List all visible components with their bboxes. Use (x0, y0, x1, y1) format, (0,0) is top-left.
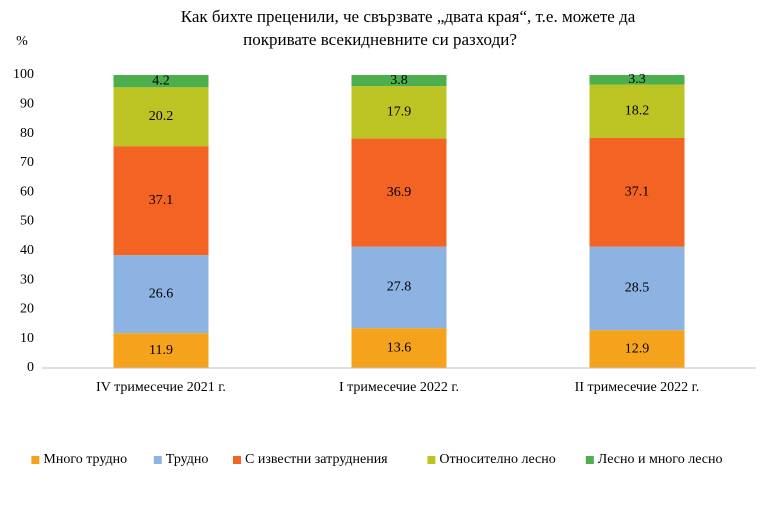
bar-segment (351, 246, 447, 329)
y-tick-label: 90 (20, 97, 34, 112)
x-tick-label: II тримесечие 2022 г. (575, 380, 700, 395)
data-label: 4.2 (152, 73, 170, 88)
y-tick-label: 40 (20, 243, 34, 258)
bar-segment (113, 333, 209, 368)
legend-swatch (31, 456, 40, 464)
data-label: 26.6 (149, 286, 174, 301)
bar-segment (589, 246, 685, 331)
y-tick-label: 70 (20, 155, 34, 170)
data-label: 12.9 (625, 341, 650, 356)
y-tick-label: 60 (20, 184, 34, 199)
y-tick-label: 10 (20, 331, 34, 346)
data-label: 11.9 (149, 343, 173, 358)
legend-label: Относително лесно (439, 452, 555, 467)
data-label: 3.8 (390, 73, 408, 88)
y-axis-label: % (16, 34, 28, 49)
data-label: 20.2 (149, 109, 174, 124)
bar-segment (589, 75, 685, 85)
x-tick-label: IV тримесечие 2021 г. (96, 380, 226, 395)
y-tick-label: 0 (27, 360, 34, 375)
y-tick-label: 50 (20, 214, 34, 229)
data-label: 18.2 (625, 104, 650, 119)
data-label: 36.9 (387, 185, 412, 200)
y-tick-label: 30 (20, 272, 34, 287)
y-tick-label: 100 (13, 67, 34, 82)
y-tick-label: 80 (20, 126, 34, 141)
legend-swatch (427, 456, 436, 464)
bar-segment (589, 330, 685, 368)
legend-label: Трудно (166, 452, 209, 467)
legend-swatch (585, 456, 594, 464)
data-label: 28.5 (625, 281, 650, 296)
bar-segment (113, 87, 209, 147)
bar-segment (351, 86, 447, 139)
legend-swatch (153, 456, 162, 464)
bar-segment (589, 137, 685, 247)
data-label: 3.3 (628, 72, 646, 87)
bar-segment (113, 255, 209, 334)
legend-label: Много трудно (43, 452, 127, 467)
data-label: 17.9 (387, 105, 412, 120)
data-label: 13.6 (387, 340, 412, 355)
bar-segment (113, 146, 209, 256)
x-tick-label: I тримесечие 2022 г. (339, 380, 459, 395)
data-label: 27.8 (387, 280, 412, 295)
bar-segment (351, 138, 447, 247)
data-label: 37.1 (149, 193, 174, 208)
legend-swatch (233, 456, 241, 464)
bar-segment (113, 75, 209, 88)
bar-segment (351, 328, 447, 368)
bar-segment (589, 84, 685, 138)
y-tick-label: 20 (20, 302, 34, 317)
legend-label: С известни затруднения (245, 452, 388, 467)
data-label: 37.1 (625, 185, 650, 200)
chart-title: покривате всекидневните си разходи? (243, 30, 517, 49)
legend-label: Лесно и много лесно (598, 452, 723, 467)
chart-title: Как бихте преценили, че свързвате „двата… (181, 7, 636, 26)
bar-segment (351, 75, 447, 87)
